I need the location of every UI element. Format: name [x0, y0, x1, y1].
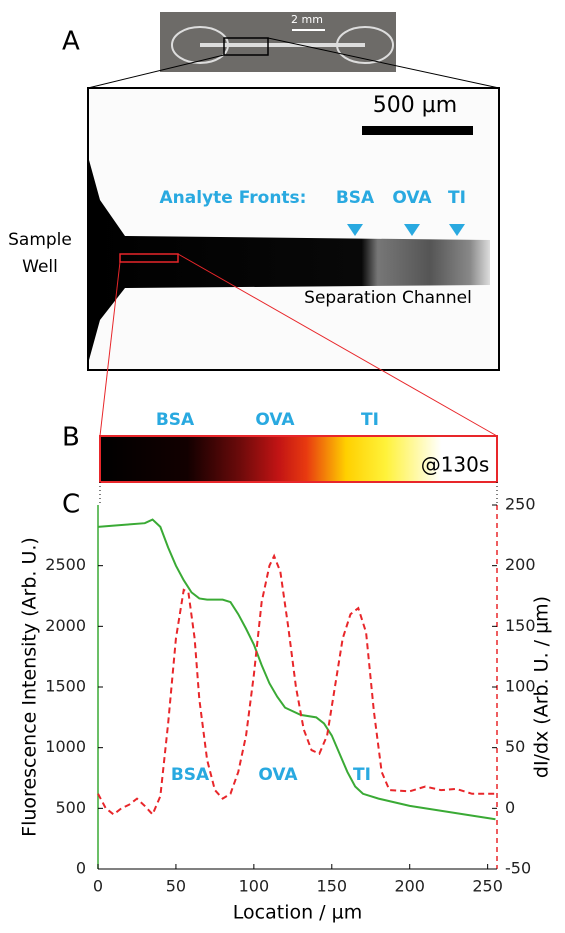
- heatmap: [99, 435, 498, 483]
- y2-tick-label: -50: [505, 859, 531, 878]
- analyte-fronts: Analyte Fronts:: [160, 188, 307, 208]
- y-tick-label: 500: [55, 798, 86, 817]
- y-tick-label: 1000: [45, 737, 86, 756]
- photo-scale-label: 2 mm: [291, 13, 323, 26]
- x-tick-label: 250: [472, 877, 503, 896]
- zoom-box: [223, 37, 269, 56]
- front-label: BSA: [336, 188, 375, 208]
- x-tick-label: 100: [239, 877, 270, 896]
- plot: 0 50 100 150 200 25005001000150020002500-5005…: [19, 495, 553, 924]
- annotation: OVA: [258, 765, 298, 785]
- x-tick-label: 0: [93, 877, 103, 896]
- roi-line: [177, 253, 498, 437]
- panel-label: A: [62, 27, 80, 57]
- front-label: OVA: [392, 188, 432, 208]
- front-arrow: [347, 224, 363, 236]
- data-line: [97, 518, 496, 821]
- band-label: OVA: [255, 410, 295, 430]
- y-tick-label: 2500: [45, 555, 86, 574]
- channel-label: Separation Channel: [304, 288, 472, 308]
- zoom-line: [267, 37, 500, 89]
- y2-tick-label: 200: [505, 555, 536, 574]
- roi-line: [99, 261, 121, 437]
- y-axis-label: Fluorescence Intensity (Arb. U.): [19, 537, 41, 837]
- front-arrow: [449, 224, 465, 236]
- roi-box: [119, 253, 179, 263]
- y-tick-label: 0: [76, 859, 86, 878]
- time-label: @130s: [421, 453, 490, 477]
- sample-well: Sample: [8, 230, 72, 250]
- front-label: TI: [448, 188, 466, 208]
- x-tick-label: 150: [317, 877, 348, 896]
- x-tick-label: 50: [166, 877, 186, 896]
- y2-tick-label: 150: [505, 616, 536, 635]
- y2-axis-label: dI/dx (Arb. U. / µm): [531, 596, 553, 778]
- panel-label: C: [62, 490, 80, 520]
- band-label: BSA: [156, 410, 195, 430]
- panel-label: B: [62, 423, 80, 453]
- x-axis-label: Location / µm: [233, 902, 362, 924]
- channel-image: [89, 160, 490, 360]
- zoom-line: [87, 54, 225, 89]
- scale-bar: [362, 126, 473, 135]
- data-line: [97, 553, 496, 817]
- y2-tick-label: 50: [505, 737, 525, 756]
- y2-tick-label: 100: [505, 677, 536, 696]
- annotation: TI: [353, 765, 371, 785]
- x-tick-label: 200: [394, 877, 425, 896]
- sample-well: Well: [22, 257, 58, 277]
- y2-tick-label: 250: [505, 495, 536, 514]
- y-tick-label: 1500: [45, 677, 86, 696]
- band-label: TI: [361, 410, 379, 430]
- y2-tick-label: 0: [505, 798, 515, 817]
- annotation: BSA: [171, 765, 210, 785]
- y-tick-label: 2000: [45, 616, 86, 635]
- front-arrow: [404, 224, 420, 236]
- scale-bar-label: 500 µm: [373, 93, 457, 118]
